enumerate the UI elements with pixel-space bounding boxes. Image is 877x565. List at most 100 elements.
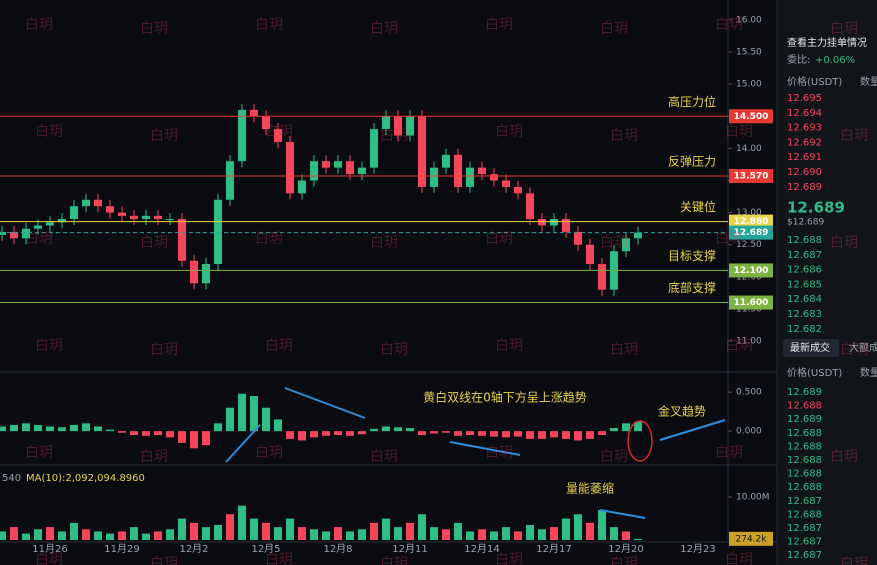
bar — [166, 431, 174, 438]
bar — [478, 529, 486, 540]
panel-title[interactable]: 查看主力挂单情况 — [787, 36, 867, 49]
watermark: 白玥 — [25, 445, 53, 461]
bar — [154, 431, 162, 436]
column-header: 数量 — [860, 366, 877, 379]
tab[interactable]: 大额成 — [849, 341, 877, 354]
tab-active[interactable] — [783, 339, 839, 357]
bar — [238, 393, 246, 432]
watermark: 白玥 — [485, 17, 513, 33]
bar — [202, 431, 210, 446]
bar — [394, 527, 402, 540]
bar — [94, 426, 102, 432]
bar — [70, 424, 78, 432]
bar — [322, 431, 330, 436]
bar — [58, 531, 66, 540]
y-tick-label: 14.00 — [736, 144, 762, 154]
bar — [154, 531, 162, 540]
bar — [406, 522, 414, 540]
watermark: 白玥 — [380, 556, 408, 565]
level-note: 关键位 — [680, 199, 716, 214]
watermark: 白玥 — [255, 231, 283, 247]
bar — [190, 522, 198, 540]
bar — [286, 518, 294, 540]
candle — [0, 231, 6, 235]
trend-arrow — [659, 419, 726, 441]
bar — [166, 529, 174, 540]
bar — [442, 431, 450, 433]
price-row: 12.694 — [787, 108, 822, 119]
bar — [310, 431, 318, 438]
bar — [406, 428, 414, 432]
ratio: +0.06% — [815, 55, 855, 66]
watermark: 白玥 — [140, 235, 168, 251]
watermark: 白玥 — [255, 17, 283, 33]
watermark: 白玥 — [35, 124, 63, 140]
bar — [178, 518, 186, 540]
bar — [454, 431, 462, 436]
bar — [454, 522, 462, 540]
price-row: 12.682 — [787, 324, 822, 335]
volume-prefix: 540 — [2, 473, 21, 484]
y-tick-label: 0.500 — [736, 388, 762, 398]
price-row: 12.687 — [787, 496, 822, 507]
bar — [502, 527, 510, 540]
bar — [550, 527, 558, 540]
bar — [562, 431, 570, 439]
y-tick-label: 11.00 — [736, 337, 762, 347]
bar — [574, 514, 582, 540]
price-row: 12.688 — [787, 401, 822, 412]
bar — [622, 423, 630, 432]
last-price: 12.689 — [787, 199, 845, 217]
bar — [514, 431, 522, 437]
price-row: 12.695 — [787, 93, 822, 104]
watermark: 白玥 — [255, 445, 283, 461]
y-tick-label: 13.00 — [736, 208, 762, 218]
price-row: 12.688 — [787, 482, 822, 493]
watermark: 白玥 — [495, 124, 523, 140]
bar — [526, 431, 534, 439]
watermark: 白玥 — [830, 235, 858, 251]
price-row: 12.685 — [787, 279, 822, 290]
bar — [466, 431, 474, 436]
level-tag — [729, 263, 773, 278]
price-row: 12.684 — [787, 294, 822, 305]
bar — [130, 431, 138, 436]
watermark: 白玥 — [25, 17, 53, 33]
price-row: 12.690 — [787, 167, 822, 178]
watermark: 白玥 — [840, 556, 868, 565]
watermark: 白玥 — [610, 556, 638, 565]
tab[interactable]: 最新成交 — [790, 341, 830, 354]
x-tick-label: 12月8 — [323, 543, 352, 555]
ratio-label: 委比: — [787, 53, 810, 66]
watermark: 白玥 — [35, 338, 63, 354]
trend-arrow — [599, 509, 646, 519]
bar — [382, 518, 390, 540]
watermark: 白玥 — [725, 124, 753, 140]
y-tick-label: 15.50 — [736, 48, 762, 58]
bar — [82, 423, 90, 432]
bar — [466, 531, 474, 540]
x-tick-label: 12月2 — [179, 543, 208, 555]
bar — [430, 527, 438, 540]
price-row: 12.687 — [787, 523, 822, 534]
bar — [394, 427, 402, 432]
price-row: 12.687 — [787, 537, 822, 548]
price-row: 12.683 — [787, 309, 822, 320]
bar — [346, 531, 354, 540]
price-row: 12.688 — [787, 455, 822, 466]
bar — [106, 429, 114, 432]
bar — [442, 529, 450, 540]
bar — [46, 426, 54, 432]
y-tick-label: 12.50 — [736, 240, 762, 250]
bar — [418, 514, 426, 540]
bar — [238, 505, 246, 540]
x-tick-label: 12月20 — [608, 543, 643, 555]
bar — [94, 531, 102, 540]
watermark: 白玥 — [370, 449, 398, 465]
x-tick-label: 12月11 — [392, 543, 427, 555]
watermark: 白玥 — [840, 342, 868, 358]
bar — [34, 424, 42, 432]
y-tick-label: 15.00 — [736, 80, 762, 90]
